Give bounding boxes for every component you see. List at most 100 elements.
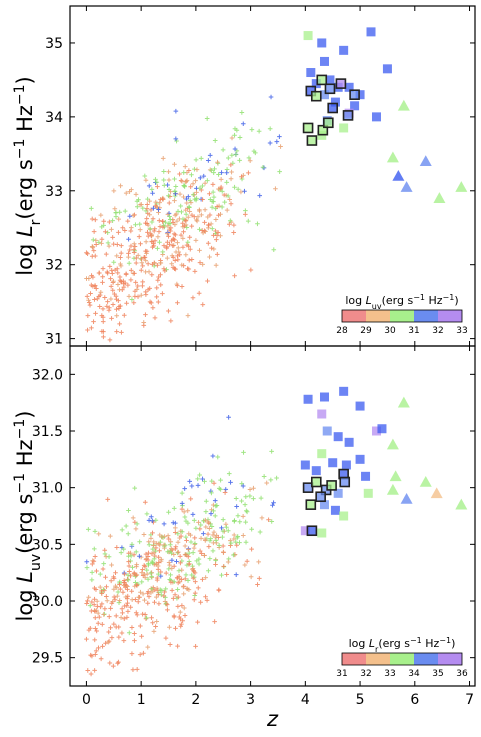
cross-marker bbox=[91, 558, 97, 564]
cross-marker bbox=[161, 169, 167, 174]
cross-marker bbox=[99, 241, 104, 246]
cross-marker bbox=[195, 619, 200, 625]
outlined-square-marker bbox=[335, 78, 347, 89]
cross-marker bbox=[203, 517, 208, 523]
cross-marker bbox=[157, 548, 162, 553]
cross-marker bbox=[175, 257, 181, 263]
cross-marker bbox=[214, 237, 219, 242]
cross-marker bbox=[174, 559, 179, 564]
cross-marker bbox=[247, 487, 253, 492]
cross-marker bbox=[181, 605, 187, 611]
cross-marker bbox=[133, 574, 138, 579]
cross-marker bbox=[212, 498, 218, 503]
triangle-marker bbox=[386, 438, 399, 450]
cross-marker bbox=[194, 167, 200, 172]
cross-marker bbox=[168, 572, 173, 578]
outlined-square-marker bbox=[339, 476, 351, 488]
square-marker bbox=[371, 112, 381, 122]
cross-marker bbox=[202, 228, 207, 234]
outlined-square-marker bbox=[323, 117, 334, 129]
cross-marker bbox=[89, 244, 95, 249]
cross-marker bbox=[128, 243, 134, 249]
cross-marker bbox=[93, 311, 98, 316]
cross-marker bbox=[179, 529, 185, 534]
cross-marker bbox=[160, 219, 165, 224]
cross-marker bbox=[111, 188, 117, 194]
square-marker bbox=[333, 432, 343, 442]
cross-marker bbox=[249, 127, 255, 132]
cross-marker bbox=[90, 561, 95, 567]
cross-marker bbox=[228, 201, 234, 207]
cross-marker bbox=[125, 282, 131, 288]
colorbar: log Luv(erg s−1 Hz−1) 28 29 30 31 32 33 bbox=[336, 293, 467, 337]
cross-marker bbox=[218, 177, 224, 182]
cross-marker bbox=[174, 575, 180, 581]
top-panel-lr-vs-z: 31 32 33 34 35 log Lr(erg s−1 Hz−1) log Luv(er… bbox=[12, 5, 476, 348]
cross-marker bbox=[240, 514, 246, 519]
cross-marker bbox=[212, 534, 218, 540]
colorbar-tick-label: 28 bbox=[336, 326, 348, 336]
cross-marker bbox=[130, 667, 136, 673]
cross-marker bbox=[110, 302, 116, 307]
cross-marker bbox=[127, 247, 132, 253]
cross-marker bbox=[99, 622, 105, 627]
cross-marker bbox=[244, 558, 250, 564]
cross-marker bbox=[107, 660, 113, 666]
cross-marker bbox=[170, 520, 176, 526]
cross-marker bbox=[239, 174, 244, 179]
cross-marker bbox=[100, 280, 105, 285]
cross-marker bbox=[122, 228, 128, 233]
cross-marker bbox=[125, 600, 130, 606]
cross-marker bbox=[106, 243, 112, 249]
cross-marker bbox=[97, 304, 102, 309]
cross-marker bbox=[167, 577, 173, 582]
cross-marker bbox=[183, 179, 189, 184]
cross-marker bbox=[110, 235, 115, 240]
cross-marker bbox=[122, 603, 127, 609]
outlined-square-marker bbox=[310, 90, 322, 102]
cross-marker bbox=[133, 526, 139, 532]
cross-marker bbox=[170, 255, 176, 260]
cross-marker bbox=[229, 169, 234, 175]
x-tick-label: 2 bbox=[191, 692, 200, 708]
cross-marker bbox=[179, 501, 185, 506]
cross-marker bbox=[125, 609, 131, 614]
cross-marker bbox=[85, 327, 90, 333]
cross-marker bbox=[256, 559, 261, 565]
cross-marker bbox=[147, 198, 152, 204]
cross-marker bbox=[187, 561, 192, 567]
triangle-marker bbox=[455, 498, 468, 510]
cross-marker bbox=[154, 594, 159, 600]
cross-marker bbox=[87, 603, 93, 608]
cross-marker bbox=[119, 606, 125, 612]
cross-marker bbox=[249, 526, 254, 532]
cross-marker bbox=[271, 247, 277, 253]
cross-marker bbox=[139, 256, 144, 262]
cross-marker bbox=[226, 471, 232, 476]
cross-marker bbox=[160, 196, 165, 202]
cross-marker bbox=[133, 192, 139, 197]
cross-marker bbox=[89, 273, 94, 278]
square-marker bbox=[339, 511, 349, 521]
cross-marker bbox=[154, 619, 160, 624]
cross-marker bbox=[175, 240, 180, 245]
cross-marker bbox=[237, 519, 243, 525]
cross-marker bbox=[274, 475, 279, 481]
cross-marker bbox=[100, 306, 106, 312]
cross-marker bbox=[197, 227, 202, 232]
cross-marker bbox=[255, 221, 260, 227]
cross-marker bbox=[146, 594, 152, 599]
cross-marker bbox=[225, 528, 231, 533]
cross-marker bbox=[197, 472, 202, 478]
cross-marker bbox=[116, 634, 122, 640]
cross-marker bbox=[189, 212, 195, 218]
cross-marker bbox=[99, 591, 105, 596]
square-markers bbox=[302, 27, 392, 146]
cross-marker bbox=[101, 561, 107, 566]
cross-marker bbox=[175, 643, 180, 649]
cross-marker bbox=[207, 212, 213, 218]
cross-marker bbox=[93, 587, 99, 592]
cross-marker bbox=[114, 307, 119, 312]
outlined-square-marker bbox=[324, 83, 336, 95]
cross-marker bbox=[150, 305, 156, 310]
